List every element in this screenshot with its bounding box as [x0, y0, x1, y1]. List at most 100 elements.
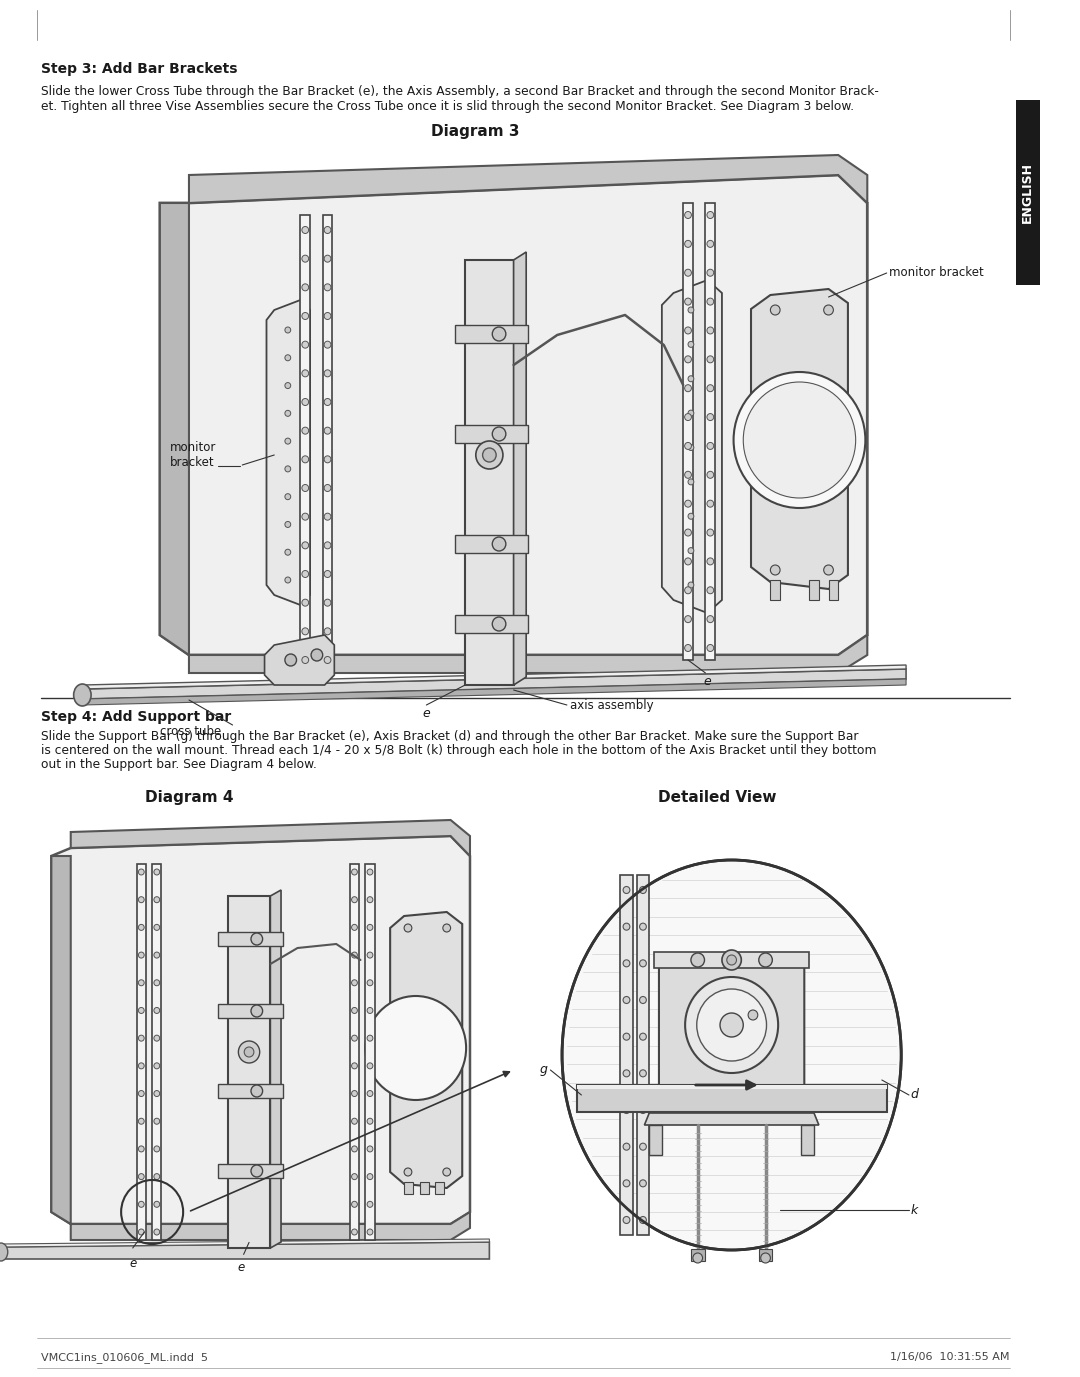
Bar: [577, 1085, 887, 1089]
Text: et. Tighten all three Vise Assemblies secure the Cross Tube once it is slid thro: et. Tighten all three Vise Assemblies se…: [41, 101, 854, 113]
Text: Diagram 3: Diagram 3: [431, 124, 519, 139]
Text: ENGLISH: ENGLISH: [1022, 162, 1035, 223]
Circle shape: [367, 1091, 373, 1096]
Circle shape: [367, 1118, 373, 1124]
Polygon shape: [300, 215, 310, 675]
Circle shape: [285, 355, 291, 361]
Circle shape: [324, 427, 330, 434]
Circle shape: [685, 529, 691, 536]
Circle shape: [685, 297, 691, 306]
Circle shape: [760, 1253, 770, 1263]
Circle shape: [685, 241, 691, 248]
Circle shape: [688, 341, 693, 347]
Polygon shape: [514, 252, 526, 684]
Circle shape: [367, 1146, 373, 1153]
Bar: [1015, 101, 1040, 285]
Circle shape: [239, 1041, 259, 1063]
Circle shape: [688, 548, 693, 554]
Text: Step 3: Add Bar Brackets: Step 3: Add Bar Brackets: [41, 62, 238, 76]
Circle shape: [301, 628, 309, 635]
Circle shape: [324, 341, 330, 348]
Circle shape: [352, 1201, 357, 1208]
Circle shape: [352, 952, 357, 958]
Circle shape: [301, 657, 309, 664]
Circle shape: [623, 887, 630, 894]
Circle shape: [324, 541, 330, 549]
Polygon shape: [265, 635, 335, 684]
Circle shape: [707, 616, 714, 622]
Circle shape: [138, 1063, 145, 1069]
Circle shape: [251, 1165, 262, 1177]
Polygon shape: [189, 635, 867, 673]
Circle shape: [153, 1118, 160, 1124]
Circle shape: [639, 1180, 646, 1187]
Circle shape: [693, 1253, 703, 1263]
Circle shape: [153, 869, 160, 874]
Circle shape: [685, 355, 691, 362]
Polygon shape: [404, 1181, 414, 1194]
Bar: [691, 1249, 704, 1261]
Circle shape: [301, 313, 309, 319]
Circle shape: [153, 1036, 160, 1041]
Circle shape: [685, 471, 691, 478]
Circle shape: [824, 304, 834, 315]
Circle shape: [324, 226, 330, 234]
Circle shape: [685, 384, 691, 391]
Polygon shape: [82, 679, 906, 705]
Circle shape: [688, 410, 693, 416]
Polygon shape: [160, 175, 867, 655]
Circle shape: [707, 241, 714, 248]
Circle shape: [301, 370, 309, 377]
Circle shape: [623, 1070, 630, 1077]
Polygon shape: [82, 669, 906, 700]
Circle shape: [688, 514, 693, 519]
Circle shape: [733, 372, 865, 508]
Circle shape: [352, 1173, 357, 1180]
Circle shape: [688, 307, 693, 313]
Circle shape: [324, 313, 330, 319]
Circle shape: [138, 1008, 145, 1013]
Polygon shape: [456, 325, 528, 343]
Polygon shape: [435, 1181, 444, 1194]
Polygon shape: [662, 280, 721, 613]
Text: is centered on the wall mount. Thread each 1/4 - 20 x 5/8 Bolt (k) through each : is centered on the wall mount. Thread ea…: [41, 744, 876, 757]
Ellipse shape: [562, 861, 901, 1250]
Circle shape: [324, 657, 330, 664]
Circle shape: [721, 950, 741, 969]
Circle shape: [352, 1036, 357, 1041]
Circle shape: [153, 1146, 160, 1153]
Circle shape: [492, 326, 505, 341]
Circle shape: [759, 953, 772, 967]
Circle shape: [688, 582, 693, 588]
Text: Slide the lower Cross Tube through the Bar Bracket (e), the Axis Assembly, a sec: Slide the lower Cross Tube through the B…: [41, 85, 878, 98]
Circle shape: [324, 370, 330, 377]
Polygon shape: [218, 932, 283, 946]
Circle shape: [285, 577, 291, 582]
Circle shape: [301, 284, 309, 291]
Circle shape: [727, 956, 737, 965]
Circle shape: [138, 1146, 145, 1153]
Circle shape: [365, 996, 467, 1100]
Polygon shape: [218, 1164, 283, 1177]
Circle shape: [153, 1091, 160, 1096]
Circle shape: [685, 978, 779, 1073]
Circle shape: [352, 1008, 357, 1013]
Circle shape: [367, 1173, 373, 1180]
Circle shape: [352, 1230, 357, 1235]
Polygon shape: [770, 580, 780, 600]
Circle shape: [367, 952, 373, 958]
Circle shape: [685, 326, 691, 335]
Circle shape: [301, 427, 309, 434]
Polygon shape: [189, 156, 867, 202]
Circle shape: [244, 1047, 254, 1058]
Circle shape: [404, 1168, 411, 1176]
Circle shape: [324, 485, 330, 492]
Circle shape: [352, 980, 357, 986]
Circle shape: [367, 869, 373, 874]
Circle shape: [492, 537, 505, 551]
Circle shape: [352, 924, 357, 931]
Circle shape: [301, 456, 309, 463]
Text: cross tube: cross tube: [160, 726, 221, 738]
Text: 1/16/06  10:31:55 AM: 1/16/06 10:31:55 AM: [890, 1352, 1010, 1362]
Circle shape: [623, 1216, 630, 1224]
